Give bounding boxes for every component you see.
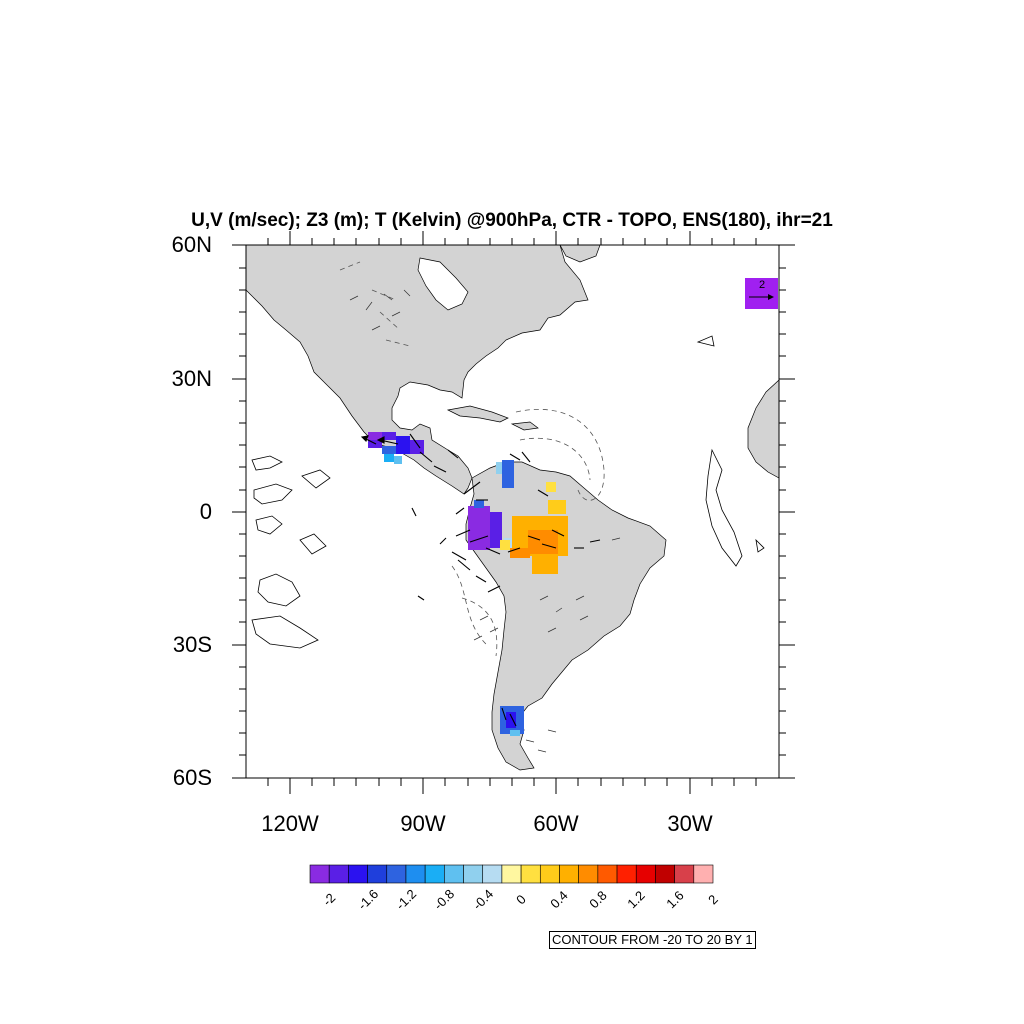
reference-vector-box [745, 278, 778, 309]
colorbar-swatch [482, 864, 503, 884]
wind-vectors [360, 433, 601, 727]
colorbar-swatch [539, 864, 560, 884]
colorbar-swatch [348, 864, 368, 884]
colorbar-swatch [578, 864, 599, 884]
shading-positive-amazon [500, 482, 568, 574]
colorbar-swatch [501, 864, 522, 884]
colorbar-swatch [674, 864, 695, 884]
colorbar [309, 864, 714, 884]
colorbar-swatch [597, 864, 618, 884]
land-north-america [246, 245, 589, 495]
colorbar-swatch [616, 864, 637, 884]
colorbar-swatch [328, 864, 349, 884]
colorbar-swatch [635, 864, 656, 884]
colorbar-swatch [463, 864, 484, 884]
colorbar-swatch [367, 864, 388, 884]
colorbar-swatch [520, 864, 541, 884]
plot-title: U,V (m/sec); Z3 (m); T (Kelvin) @900hPa,… [191, 210, 833, 231]
lon-label-60w: 60W [533, 811, 579, 836]
dashed-contours [339, 261, 605, 657]
lat-label-60s: 60S [172, 765, 212, 790]
colorbar-swatch [386, 864, 407, 884]
colorbar-swatch [444, 864, 464, 884]
contour-info: CONTOUR FROM -20 TO 20 BY 1 [549, 931, 756, 949]
map-area [246, 245, 779, 778]
colorbar-swatch [309, 864, 330, 884]
reference-vector-label: 2 [758, 279, 766, 291]
lon-label-30w: 30W [667, 811, 713, 836]
colorbar-swatch [559, 864, 579, 884]
colorbar-swatch [693, 864, 714, 884]
axis-ticks [232, 231, 795, 794]
small-vectors [349, 289, 621, 753]
lat-label-30n: 30N [171, 366, 212, 391]
colorbar-swatch [405, 864, 426, 884]
shading-negative-patagonia [500, 706, 524, 736]
lat-label-60n: 60N [171, 232, 212, 257]
colorbar-swatch [424, 864, 445, 884]
colorbar-swatch [655, 864, 675, 884]
land-africa [747, 379, 779, 479]
lat-label-0: 0 [199, 499, 212, 524]
lat-label-30s: 30S [172, 632, 212, 657]
shading-negative-andes [468, 460, 514, 550]
lon-label-90w: 90W [400, 811, 446, 836]
contours [251, 335, 765, 649]
lon-label-120w: 120W [261, 811, 319, 836]
land-cuba [446, 405, 509, 423]
